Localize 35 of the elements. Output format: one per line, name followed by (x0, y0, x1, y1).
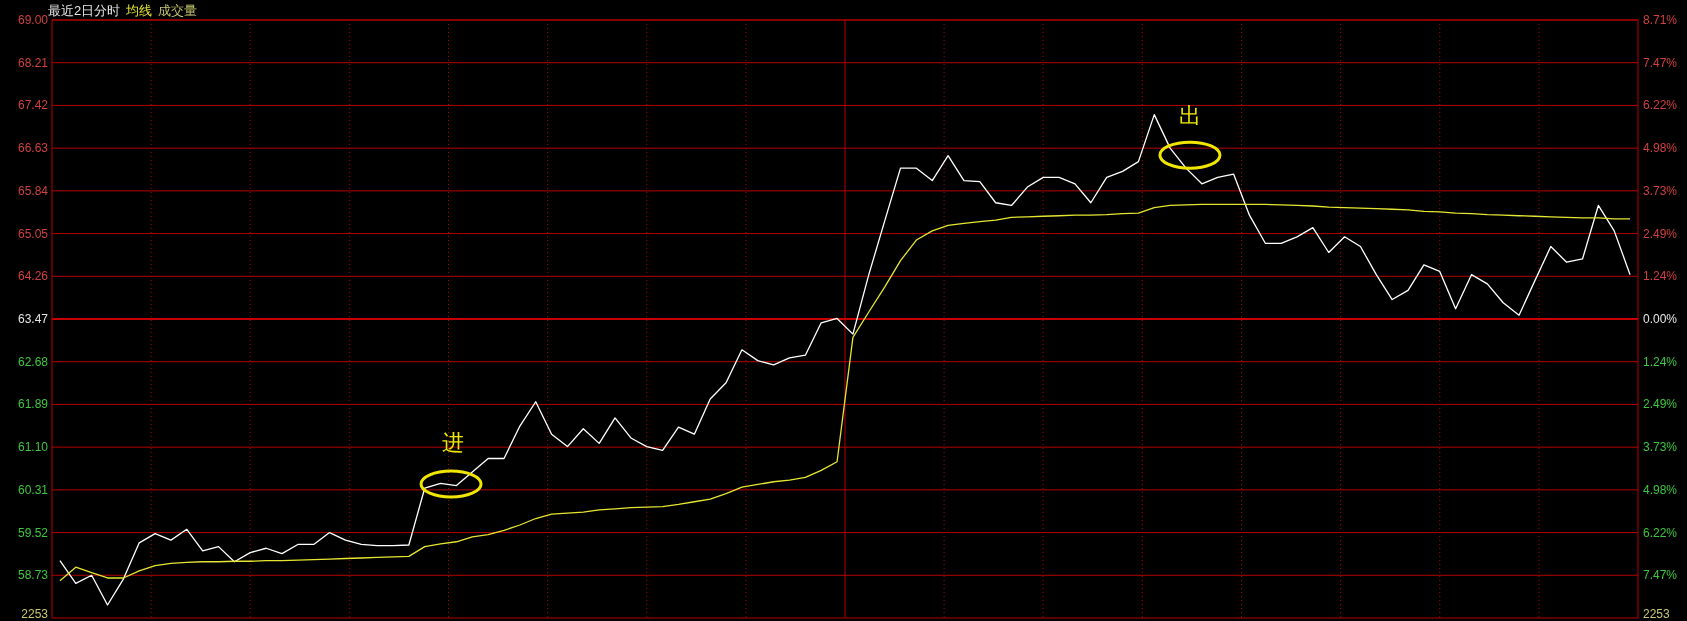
y2-tick-label: 3.73% (1643, 440, 1678, 455)
y2-tick-label: 6.22% (1643, 525, 1678, 540)
y2-tick-label: 0.00% (1643, 312, 1678, 326)
y2-tick-label: 3.73% (1643, 183, 1678, 198)
text: 2253 (21, 607, 49, 621)
y2-tick-label: 8.71% (1643, 13, 1678, 27)
annotation: 出 (1178, 102, 1201, 128)
y-tick-label: 60.31 (17, 482, 49, 497)
y2-tick-label: 4.98% (1643, 141, 1678, 156)
y2-tick-label: 1.24% (1643, 269, 1678, 284)
y-tick-label: 61.89 (17, 397, 49, 412)
y2-tick-label: 7.47% (1643, 568, 1678, 583)
chart-title: 最近2日分时 (48, 2, 121, 18)
y2-tick-label: 1.24% (1643, 354, 1678, 369)
annotation: 进 (441, 429, 464, 455)
y-tick-label: 62.68 (17, 354, 49, 369)
y-tick-label: 64.26 (17, 269, 49, 284)
text: 2253 (1643, 607, 1670, 621)
y2-tick-label: 6.22% (1643, 98, 1678, 113)
y2-tick-label: 2.49% (1643, 397, 1678, 412)
y-tick-label: 69.00 (17, 13, 49, 27)
y-tick-label: 61.10 (17, 440, 49, 455)
y-tick-label: 66.63 (17, 141, 49, 156)
y-tick-label: 59.52 (17, 525, 49, 540)
y-tick-label: 67.42 (17, 98, 49, 113)
y-tick-label: 68.21 (17, 55, 49, 70)
y-tick-label: 58.73 (17, 568, 49, 583)
y2-tick-label: 4.98% (1643, 482, 1678, 497)
text: 均线 (125, 2, 153, 18)
y-tick-label: 63.47 (17, 312, 49, 326)
y-tick-label: 65.84 (17, 183, 49, 198)
text: 成交量 (158, 2, 198, 18)
y2-tick-label: 7.47% (1643, 55, 1678, 70)
y-tick-label: 65.05 (17, 226, 49, 241)
y2-tick-label: 2.49% (1643, 226, 1678, 241)
